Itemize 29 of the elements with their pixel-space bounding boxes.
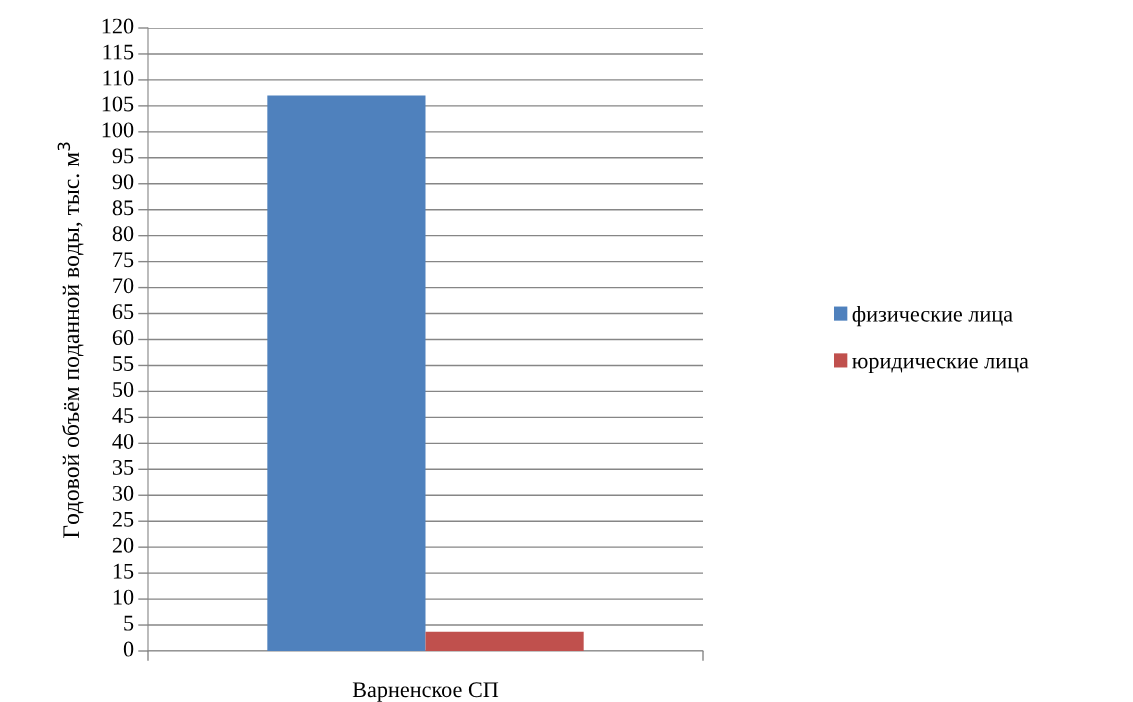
- y-tick-label: 105: [102, 96, 134, 112]
- y-tick-label: 20: [112, 537, 134, 553]
- legend-label: физические лица: [852, 306, 1013, 327]
- y-tick-label: 120: [102, 18, 134, 34]
- y-tick-label: 40: [112, 433, 134, 449]
- y-tick-label: 10: [113, 589, 134, 605]
- y-tick-label: 35: [112, 459, 134, 475]
- y-tick-label: 100: [102, 122, 134, 138]
- y-tick-label: 5: [124, 615, 134, 631]
- legend-label: юридические лица: [852, 357, 1029, 373]
- y-tick-label: 55: [113, 356, 134, 372]
- y-tick-label: 85: [112, 200, 134, 216]
- y-tick-label: 30: [112, 485, 134, 501]
- y-tick-label: 0: [123, 641, 134, 657]
- x-tick-label: Варненское СП: [352, 682, 499, 702]
- y-axis-title: Годовой объём поданной воды, тыс. м$^{3}$: [57, 142, 84, 538]
- y-tick-label: 50: [113, 381, 134, 397]
- y-tick-label: 45: [112, 408, 134, 423]
- y-tick-label: 60: [112, 330, 134, 346]
- y-tick-label: 25: [112, 511, 134, 527]
- y-tick-label: 95: [112, 148, 134, 164]
- y-tick-label: 75: [113, 252, 134, 268]
- y-tick-label: 80: [112, 226, 134, 242]
- y-tick-label: 65: [112, 304, 134, 320]
- y-tick-label: 70: [113, 278, 134, 294]
- y-tick-label: 110: [103, 70, 134, 86]
- y-tick-label: 90: [112, 174, 134, 190]
- y-tick-label: 115: [103, 44, 134, 60]
- y-tick-label: 15: [113, 563, 134, 579]
